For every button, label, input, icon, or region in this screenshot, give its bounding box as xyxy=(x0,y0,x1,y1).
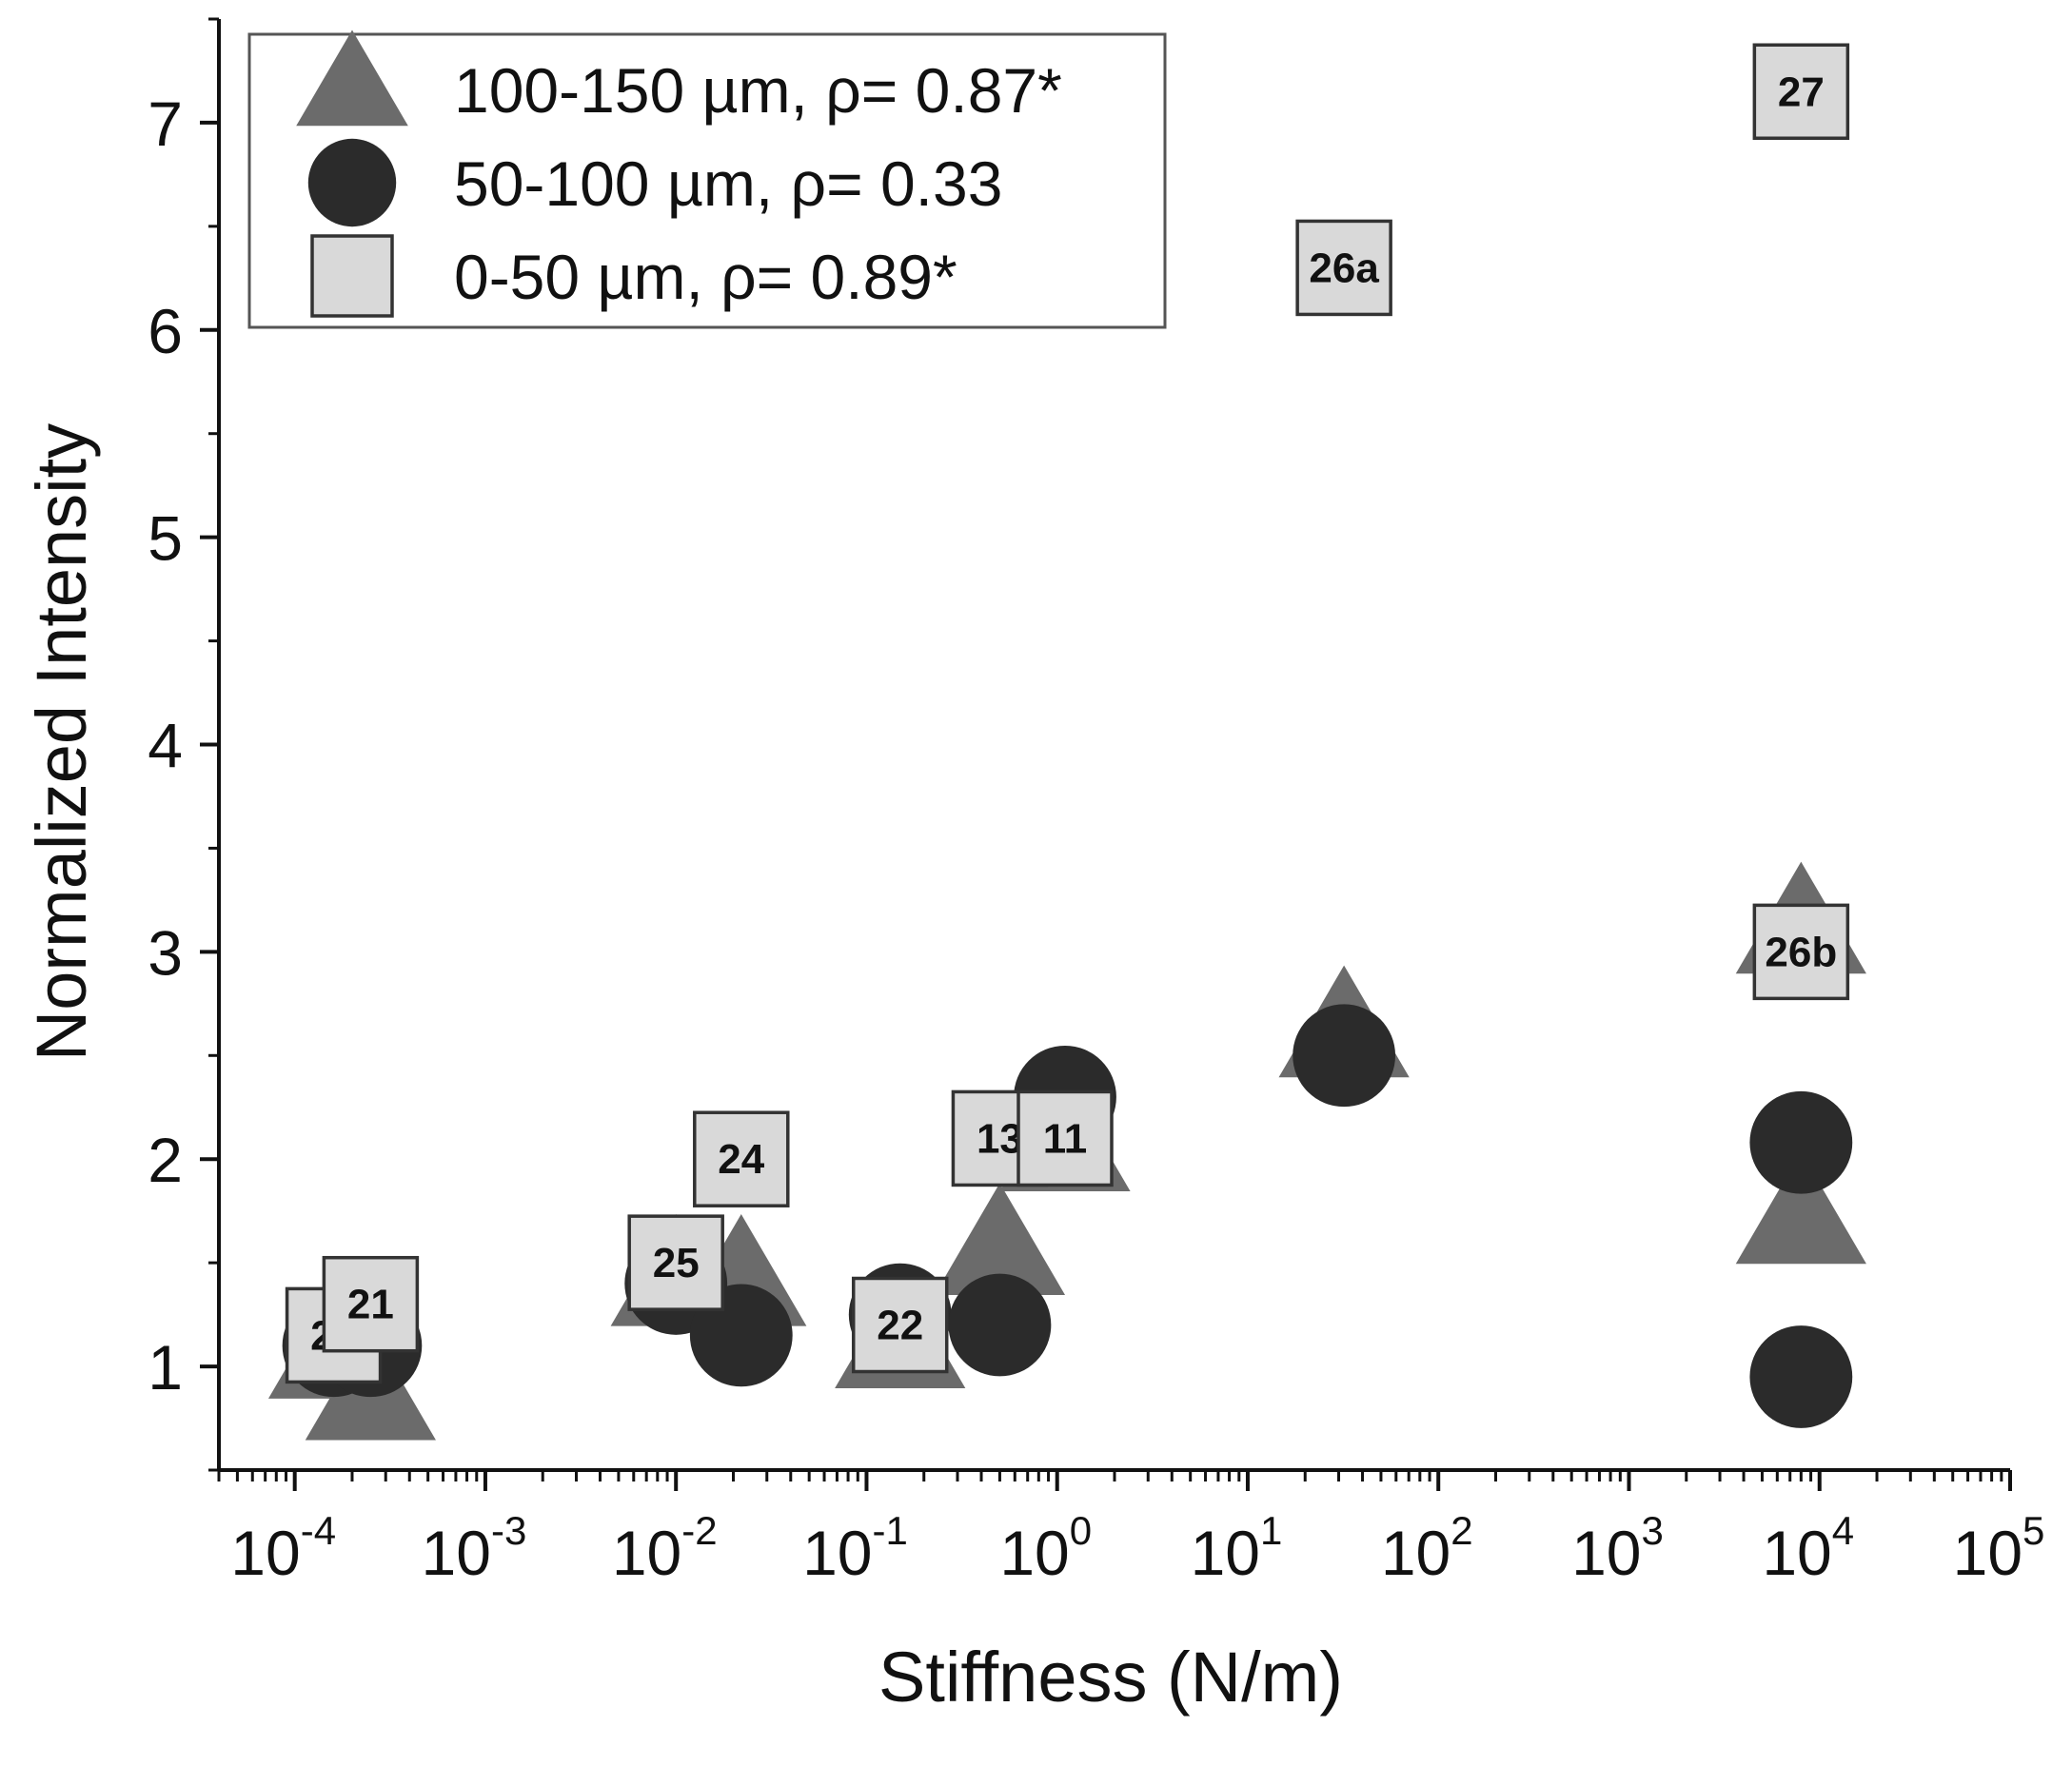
square-point xyxy=(1752,903,1850,1001)
point-label: 22 xyxy=(877,1303,923,1349)
square-point xyxy=(693,1110,790,1207)
x-tick-label: 104 xyxy=(1762,1508,1854,1588)
x-tick-label: 105 xyxy=(1953,1508,2045,1588)
circle-point xyxy=(948,1273,1052,1377)
x-tick-label: 10-4 xyxy=(230,1508,336,1588)
square-point xyxy=(1016,1089,1114,1187)
point-label: 26a xyxy=(1309,245,1379,291)
y-tick-label: 3 xyxy=(148,917,183,988)
triangle-point xyxy=(1735,1151,1866,1265)
x-tick-label: 10-3 xyxy=(422,1508,527,1588)
x-tick-label: 102 xyxy=(1381,1508,1473,1588)
legend: 100-150 µm, ρ= 0.87* 50-100 µm, ρ= 0.33 0-… xyxy=(247,29,1167,329)
legend-circle-icon xyxy=(307,138,397,227)
triangle-point xyxy=(934,1183,1066,1295)
x-tick-label: 103 xyxy=(1571,1508,1664,1588)
series-square: 2321252422131126a26b27 xyxy=(285,43,1850,1384)
x-tick-label: 10-1 xyxy=(802,1508,908,1588)
legend-entry-label: 100-150 µm, ρ= 0.87* xyxy=(454,55,1062,126)
y-axis-title: Normalized Intensity xyxy=(22,423,101,1061)
legend-square-icon xyxy=(310,234,394,318)
square-point xyxy=(627,1214,724,1311)
square-point xyxy=(322,1255,420,1353)
legend-box xyxy=(247,32,1167,329)
y-tick-label: 6 xyxy=(148,296,183,366)
circle-point xyxy=(1749,1325,1853,1428)
data-marks: 2321252422131126a26b27 xyxy=(267,43,1866,1441)
x-tick-label: 101 xyxy=(1191,1508,1283,1588)
circle-point xyxy=(1749,1090,1853,1194)
point-label: 11 xyxy=(1043,1115,1088,1162)
point-label: 25 xyxy=(653,1240,700,1286)
square-point xyxy=(1752,43,1850,140)
ticks: 1 2 3 4 5 6 7 10-4 10-3 10-2 10-1 100 101 102 103 104 10… xyxy=(148,17,2045,1588)
y-tick-label: 1 xyxy=(148,1332,183,1403)
square-point xyxy=(851,1276,949,1374)
series-circle xyxy=(282,1004,1853,1428)
y-tick-label: 4 xyxy=(148,711,183,781)
legend-triangle-icon xyxy=(296,29,408,127)
legend-entry-label: 0-50 µm, ρ= 0.89* xyxy=(454,242,957,312)
x-tick-label: 10-2 xyxy=(612,1508,718,1588)
y-tick-label: 7 xyxy=(148,88,183,159)
x-tick-label: 100 xyxy=(999,1508,1092,1588)
point-label: 27 xyxy=(1778,69,1825,115)
point-label: 21 xyxy=(347,1282,394,1328)
square-point xyxy=(1295,219,1392,317)
y-tick-label: 5 xyxy=(148,503,183,574)
circle-point xyxy=(1293,1004,1396,1108)
point-label: 13 xyxy=(977,1115,1023,1162)
point-label: 26b xyxy=(1765,929,1837,975)
x-axis-title: Stiffness (N/m) xyxy=(878,1638,1343,1717)
point-label: 24 xyxy=(718,1136,764,1183)
legend-entry-label: 50-100 µm, ρ= 0.33 xyxy=(454,148,1002,219)
y-tick-label: 2 xyxy=(148,1125,183,1195)
